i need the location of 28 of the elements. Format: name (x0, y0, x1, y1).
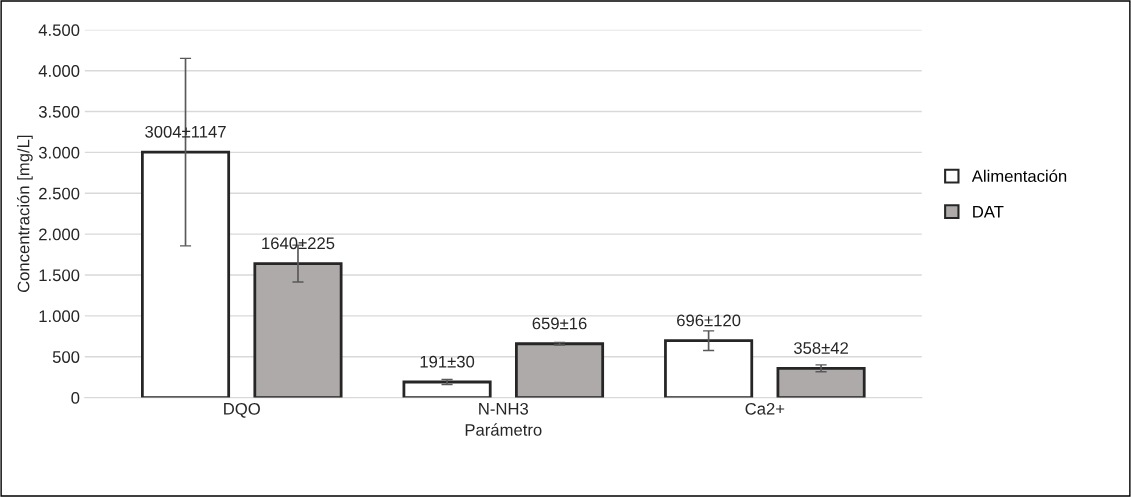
y-tick-label: 500 (52, 351, 80, 363)
data-label: 358±42 (793, 342, 848, 354)
y-tick-label: 1.000 (39, 310, 80, 323)
bar (253, 262, 343, 398)
x-tick-label: Ca2+ (745, 402, 785, 415)
bar (140, 150, 231, 398)
y-tick-label: 3.000 (38, 146, 80, 159)
x-axis-title: Parámetro (465, 423, 542, 436)
y-axis-title: Concentración [mg/L] (16, 135, 33, 293)
y-tick-label: 0 (71, 392, 80, 404)
bar (664, 339, 754, 398)
data-label: 191±30 (420, 355, 475, 368)
y-tick-label: 2.500 (39, 187, 80, 200)
bar (514, 342, 605, 398)
data-label: 696±120 (677, 314, 741, 327)
x-tick-label: N-NH3 (479, 402, 529, 415)
bar (402, 380, 492, 398)
y-tick-label: 2.000 (39, 228, 80, 241)
data-label: 1640±225 (262, 237, 335, 250)
legend-label: DAT (973, 206, 1004, 218)
bar (776, 366, 866, 398)
x-tick-label: DQO (224, 402, 260, 418)
y-tick-label: 1.500 (39, 269, 80, 282)
y-tick-label: 4.000 (38, 65, 80, 77)
y-tick-label: 4.500 (38, 24, 80, 37)
data-label: 659±16 (532, 317, 587, 330)
legend-label: Alimentación (971, 169, 1067, 183)
y-tick-label: 3.500 (38, 105, 80, 118)
